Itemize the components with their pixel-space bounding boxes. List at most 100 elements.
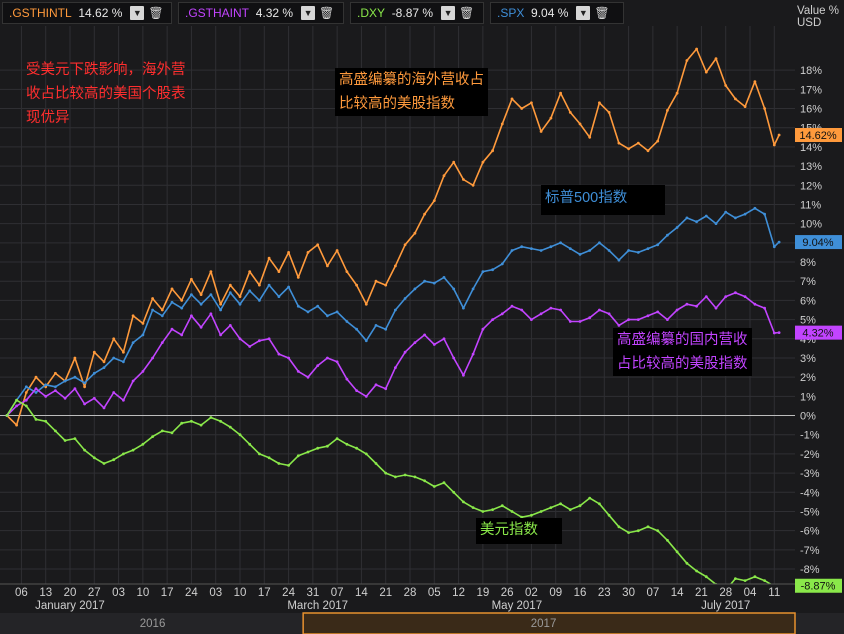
trash-icon[interactable]: 🗑	[594, 6, 610, 20]
data-point	[219, 302, 223, 306]
data-point	[180, 333, 184, 337]
data-point	[141, 333, 145, 337]
data-point	[413, 341, 417, 344]
data-point	[267, 456, 271, 460]
data-point	[44, 395, 48, 398]
data-point	[685, 302, 689, 306]
data-point	[636, 529, 640, 533]
trash-icon[interactable]: 🗑	[459, 6, 475, 20]
data-point	[258, 283, 261, 287]
data-point	[335, 360, 339, 364]
y-tick-label: -4%	[800, 487, 820, 499]
data-point	[326, 314, 329, 318]
data-point	[228, 283, 232, 287]
data-point	[306, 375, 310, 379]
data-point	[219, 333, 223, 337]
last-value-label: -8.87%	[801, 581, 836, 593]
x-tick-label: 24	[185, 587, 198, 599]
data-point	[452, 490, 456, 494]
data-point	[423, 333, 426, 337]
data-point	[83, 385, 86, 389]
data-point	[296, 370, 300, 373]
ticker-box-dxy[interactable]: .DXY -8.87 % ▼ 🗑	[350, 2, 484, 24]
data-point	[374, 383, 378, 387]
data-point	[102, 406, 106, 410]
data-point	[141, 322, 145, 325]
data-point	[112, 356, 116, 360]
x-tick-label: 07	[646, 587, 659, 599]
data-point	[772, 331, 776, 335]
data-point	[63, 396, 67, 400]
data-point	[160, 429, 164, 433]
data-point	[510, 510, 514, 513]
data-point	[413, 475, 417, 479]
data-point	[180, 421, 184, 425]
data-point	[442, 481, 446, 485]
data-point	[63, 379, 67, 383]
data-point	[277, 352, 281, 356]
data-point	[54, 371, 57, 375]
data-point	[772, 245, 776, 249]
data-point	[316, 446, 320, 450]
data-point	[199, 293, 203, 296]
data-point	[73, 387, 77, 391]
data-point	[190, 293, 193, 296]
year-bar: 2016 2017	[0, 612, 844, 634]
data-point	[306, 310, 310, 314]
data-point	[646, 525, 650, 529]
data-point	[704, 295, 708, 298]
x-tick-label: 13	[39, 587, 52, 599]
y-tick-label: -3%	[800, 468, 820, 480]
data-point	[258, 452, 261, 456]
ticker-box-spx[interactable]: .SPX 9.04 % ▼ 🗑	[490, 2, 624, 24]
y-tick-label: -7%	[800, 545, 820, 557]
data-point	[491, 149, 494, 153]
data-point	[209, 293, 213, 296]
data-point	[151, 435, 155, 438]
x-tick-label: 02	[525, 587, 538, 599]
chevron-down-icon[interactable]: ▼	[130, 6, 145, 20]
y-tick-label: 18%	[800, 65, 822, 77]
trash-icon[interactable]: 🗑	[319, 6, 335, 20]
year-label: 2017	[531, 618, 557, 630]
last-value-badge	[795, 578, 842, 593]
y-tick-label: 8%	[800, 257, 816, 269]
data-point	[675, 308, 679, 312]
year-label: 2016	[140, 618, 166, 630]
data-point	[326, 264, 329, 268]
ticker-label: .DXY -8.87 %	[357, 6, 434, 20]
data-point	[656, 529, 660, 533]
data-point	[777, 331, 781, 334]
data-point	[539, 249, 543, 252]
chevron-down-icon[interactable]: ▼	[301, 6, 316, 20]
data-point	[34, 391, 38, 394]
data-point	[219, 419, 223, 423]
ticker-box-gsthintl[interactable]: .GSTHINTL 14.62 % ▼ 🗑	[2, 2, 172, 24]
data-point	[607, 249, 611, 252]
x-tick-label: 14	[671, 587, 684, 599]
x-tick-label: 03	[112, 587, 125, 599]
year-range-selector[interactable]	[302, 612, 796, 634]
data-point	[151, 356, 155, 360]
data-point	[772, 143, 776, 147]
data-point	[753, 206, 757, 210]
chevron-down-icon[interactable]: ▼	[441, 6, 456, 20]
data-point	[345, 270, 349, 273]
x-tick-label: 12	[452, 587, 465, 599]
data-point	[704, 70, 708, 74]
data-point	[92, 371, 96, 375]
trash-icon[interactable]: 🗑	[148, 6, 164, 20]
ticker-box-gsthaint[interactable]: .GSTHAINT 4.32 % ▼ 🗑	[178, 2, 344, 24]
data-point	[520, 107, 524, 110]
annotation-spx: 标普500指数	[541, 185, 665, 215]
data-point	[394, 366, 397, 369]
data-point	[345, 320, 349, 323]
data-point	[636, 318, 640, 321]
y-tick-label: 7%	[800, 276, 816, 288]
data-point	[403, 473, 407, 477]
x-tick-label: 23	[598, 587, 611, 599]
data-point	[15, 398, 18, 402]
chevron-down-icon[interactable]: ▼	[576, 6, 591, 20]
data-point	[743, 212, 747, 216]
data-point	[199, 325, 203, 329]
